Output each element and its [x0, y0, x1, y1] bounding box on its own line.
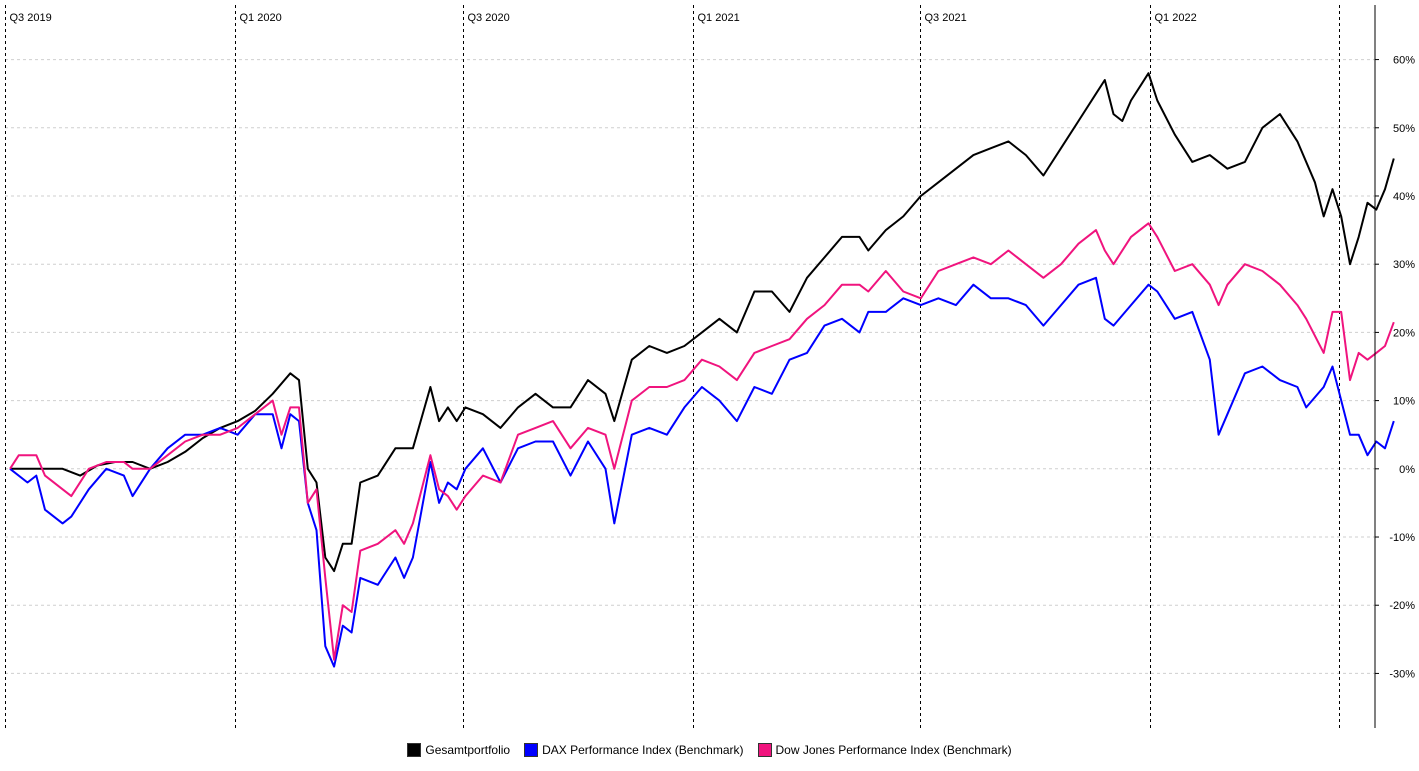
y-tick-label: -30% — [1389, 668, 1415, 680]
legend-swatch-dow-jones — [757, 743, 772, 757]
y-tick-label: 0% — [1399, 464, 1415, 476]
legend-item-dow-jones[interactable]: Dow Jones Performance Index (Benchmark) — [757, 743, 1012, 757]
series-line-1 — [9, 276, 1395, 668]
x-tick-label: Q1 2021 — [698, 12, 740, 24]
grid-lines — [5, 59, 1375, 674]
x-tick-label: Q1 2020 — [240, 12, 282, 24]
legend-label-gesamtportfolio: Gesamtportfolio — [425, 743, 511, 757]
y-tick-label: -10% — [1389, 532, 1415, 544]
y-tick-label: 60% — [1393, 55, 1415, 67]
series-line-2 — [9, 222, 1395, 661]
chart-legend: Gesamtportfolio DAX Performance Index (B… — [0, 743, 1419, 757]
series-lines — [9, 72, 1395, 668]
y-tick-label: 10% — [1393, 396, 1415, 408]
legend-label-dax: DAX Performance Index (Benchmark) — [542, 743, 744, 757]
legend-swatch-dax — [524, 743, 539, 757]
series-line-0 — [10, 72, 1395, 573]
x-tick-label: Q1 2022 — [1155, 12, 1197, 24]
y-tick-label: 50% — [1393, 123, 1415, 135]
y-tick-label: 40% — [1393, 191, 1415, 203]
y-tick-label: 20% — [1393, 327, 1415, 339]
legend-item-gesamtportfolio[interactable]: Gesamtportfolio — [407, 743, 510, 757]
x-tick-label: Q3 2020 — [468, 12, 510, 24]
y-axis-ticks: -30% -20% -10% 0% 10% 20% 30% 40% 50% 60% — [1375, 55, 1415, 680]
legend-swatch-gesamtportfolio — [407, 743, 422, 757]
y-tick-label: -20% — [1389, 600, 1415, 612]
legend-label-dow-jones: Dow Jones Performance Index (Benchmark) — [775, 743, 1012, 757]
x-axis-ticks: Q3 2019 Q1 2020 Q3 2020 Q1 2021 Q3 2021 Q1 20… — [5, 5, 1340, 728]
x-tick-label: Q3 2021 — [925, 12, 967, 24]
x-tick-label: Q3 2019 — [10, 12, 52, 24]
legend-item-dax[interactable]: DAX Performance Index (Benchmark) — [524, 743, 744, 757]
y-tick-label: 30% — [1393, 259, 1415, 271]
